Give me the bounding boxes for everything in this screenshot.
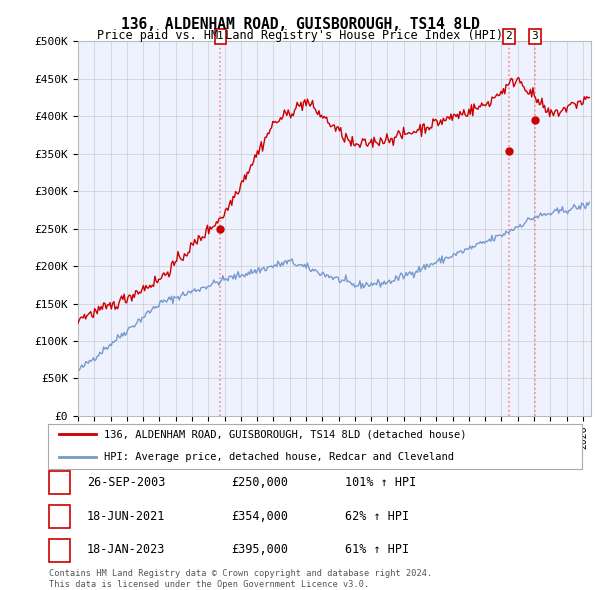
Text: £395,000: £395,000: [231, 543, 288, 556]
Text: 26-SEP-2003: 26-SEP-2003: [87, 476, 166, 489]
Text: 61% ↑ HPI: 61% ↑ HPI: [345, 543, 409, 556]
Text: HPI: Average price, detached house, Redcar and Cleveland: HPI: Average price, detached house, Redc…: [104, 453, 454, 463]
Text: 2: 2: [56, 510, 63, 523]
Text: £354,000: £354,000: [231, 510, 288, 523]
Text: 1: 1: [56, 476, 63, 489]
Text: 136, ALDENHAM ROAD, GUISBOROUGH, TS14 8LD (detached house): 136, ALDENHAM ROAD, GUISBOROUGH, TS14 8L…: [104, 429, 467, 439]
Text: Contains HM Land Registry data © Crown copyright and database right 2024.
This d: Contains HM Land Registry data © Crown c…: [49, 569, 433, 589]
Text: 18-JAN-2023: 18-JAN-2023: [87, 543, 166, 556]
Text: 136, ALDENHAM ROAD, GUISBOROUGH, TS14 8LD: 136, ALDENHAM ROAD, GUISBOROUGH, TS14 8L…: [121, 17, 479, 31]
Text: 18-JUN-2021: 18-JUN-2021: [87, 510, 166, 523]
Text: 1: 1: [217, 31, 224, 41]
Text: 101% ↑ HPI: 101% ↑ HPI: [345, 476, 416, 489]
Text: £250,000: £250,000: [231, 476, 288, 489]
Text: 62% ↑ HPI: 62% ↑ HPI: [345, 510, 409, 523]
Text: 3: 3: [56, 543, 63, 556]
Text: Price paid vs. HM Land Registry's House Price Index (HPI): Price paid vs. HM Land Registry's House …: [97, 30, 503, 42]
Text: 2: 2: [506, 31, 512, 41]
Text: 3: 3: [532, 31, 538, 41]
